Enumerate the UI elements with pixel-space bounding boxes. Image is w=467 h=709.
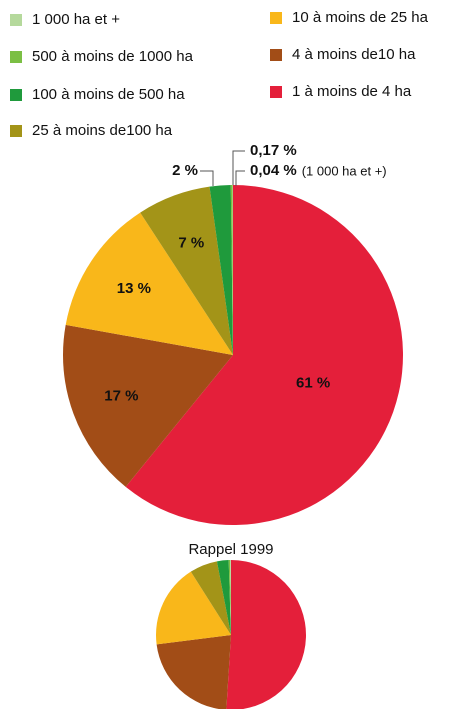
legend-swatch bbox=[10, 125, 22, 137]
pie-slice bbox=[230, 185, 233, 355]
legend-label: 1 à moins de 4 ha bbox=[292, 83, 412, 100]
pie-slice bbox=[226, 560, 306, 709]
pie-slice bbox=[216, 560, 231, 635]
legend-label: 10 à moins de 25 ha bbox=[292, 9, 429, 26]
legend-label: 4 à moins de10 ha bbox=[292, 46, 416, 63]
legend-label: 100 à moins de 500 ha bbox=[32, 86, 185, 103]
pie-slice bbox=[190, 561, 231, 635]
legend-swatch bbox=[270, 86, 282, 98]
pie-slice bbox=[140, 186, 233, 355]
pie-slice bbox=[230, 560, 231, 635]
pie-slice bbox=[65, 212, 233, 355]
pie-slice bbox=[209, 185, 233, 355]
legend-swatch bbox=[10, 14, 22, 26]
data-label: 13 % bbox=[117, 280, 151, 297]
legend-label: 1 000 ha et + bbox=[32, 11, 120, 28]
legend-label: 25 à moins de100 ha bbox=[32, 122, 173, 139]
data-label: 0,17 % bbox=[250, 142, 297, 159]
data-label: 0,04 % bbox=[250, 162, 297, 179]
pie-slice bbox=[156, 571, 231, 645]
pie-slice bbox=[125, 185, 403, 525]
annotation: (1 000 ha et +) bbox=[302, 163, 387, 178]
data-label: 2 % bbox=[172, 162, 198, 179]
data-label: 17 % bbox=[104, 387, 138, 404]
legend-swatch bbox=[270, 12, 282, 24]
leader-line bbox=[232, 150, 245, 185]
pie-slice bbox=[156, 635, 231, 709]
pie-slice bbox=[63, 324, 233, 487]
legend-swatch bbox=[10, 51, 22, 63]
data-label: 7 % bbox=[178, 235, 204, 252]
pie-title: Rappel 1999 bbox=[188, 541, 273, 558]
data-label: 61 % bbox=[296, 374, 330, 391]
legend-label: 500 à moins de 1000 ha bbox=[32, 48, 194, 65]
pie-slice bbox=[228, 560, 231, 635]
legend-swatch bbox=[10, 89, 22, 101]
leader-line bbox=[235, 170, 245, 186]
leader-line bbox=[200, 170, 214, 186]
legend-swatch bbox=[270, 49, 282, 61]
